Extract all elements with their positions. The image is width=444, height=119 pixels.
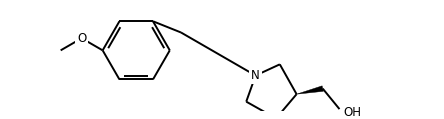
- Text: O: O: [77, 32, 86, 45]
- Polygon shape: [297, 86, 323, 94]
- Text: OH: OH: [344, 106, 361, 119]
- Text: N: N: [251, 69, 260, 82]
